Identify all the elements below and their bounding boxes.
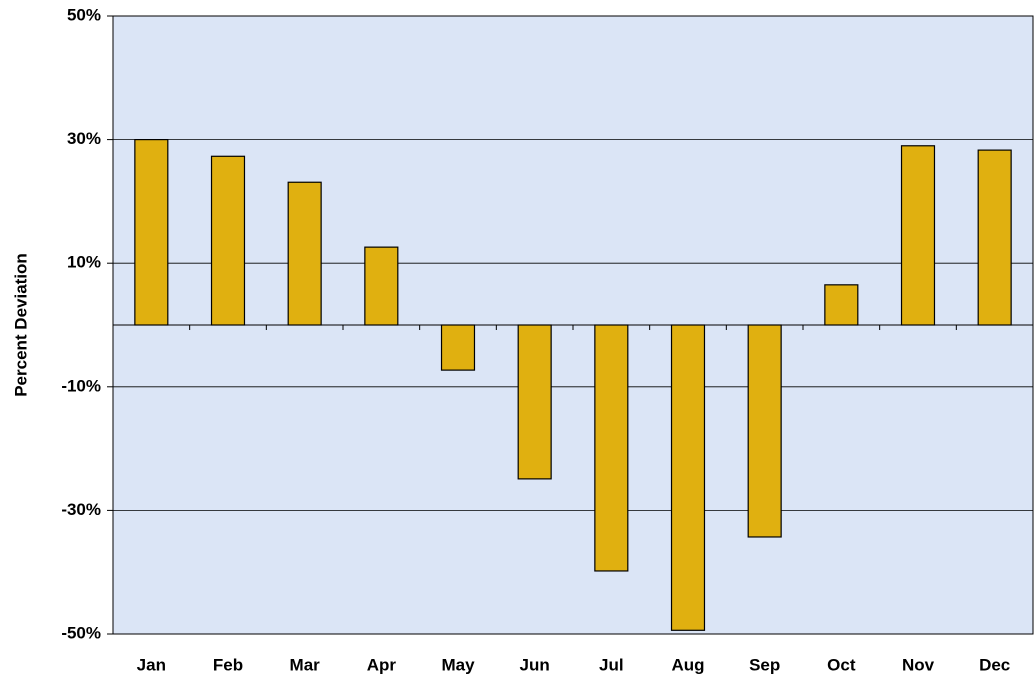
x-tick-label: Mar — [290, 655, 321, 674]
x-tick-label: Jan — [137, 655, 166, 674]
bar — [287, 181, 322, 326]
x-tick-label: Jul — [599, 655, 624, 674]
bar — [747, 324, 782, 538]
bar — [364, 246, 399, 326]
bar — [900, 145, 936, 326]
bar — [824, 284, 859, 326]
y-tick-label: -30% — [61, 500, 101, 519]
x-tick-label: Oct — [827, 655, 856, 674]
x-tick-label: Feb — [213, 655, 243, 674]
x-tick-label: Jun — [520, 655, 550, 674]
x-tick-label: Dec — [979, 655, 1010, 674]
bar — [594, 324, 629, 572]
x-tick-label: Aug — [671, 655, 704, 674]
bar — [210, 155, 246, 326]
y-axis-title: Percent Deviation — [11, 253, 30, 397]
bar — [134, 139, 169, 326]
x-tick-label: Nov — [902, 655, 935, 674]
y-tick-label: 30% — [67, 129, 101, 148]
x-tick-label: May — [441, 655, 475, 674]
x-tick-label: Sep — [749, 655, 780, 674]
y-tick-label: -10% — [61, 376, 101, 395]
bar — [517, 324, 552, 480]
bar — [977, 149, 1012, 326]
bar — [440, 324, 476, 371]
bar — [670, 324, 706, 631]
x-tick-label: Apr — [367, 655, 397, 674]
y-tick-label: 50% — [67, 5, 101, 24]
y-tick-label: -50% — [61, 623, 101, 642]
y-tick-label: 10% — [67, 253, 101, 272]
